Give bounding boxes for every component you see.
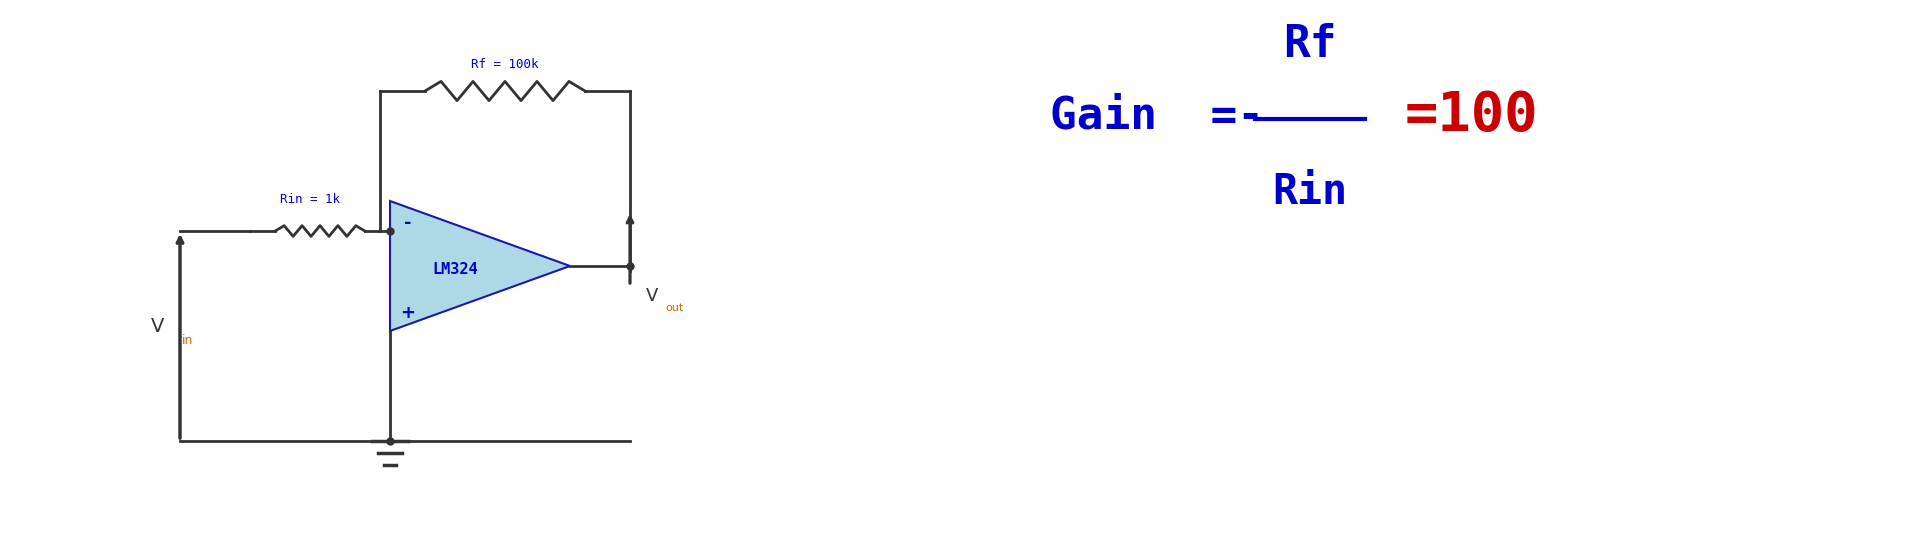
- Text: =100: =100: [1405, 89, 1538, 142]
- Text: +: +: [401, 304, 415, 322]
- Text: LM324: LM324: [432, 261, 478, 276]
- Text: Rf: Rf: [1283, 23, 1336, 66]
- Text: Rf = 100k: Rf = 100k: [470, 58, 540, 71]
- Text: $\mathregular{V}$: $\mathregular{V}$: [645, 287, 659, 305]
- Text: in: in: [182, 334, 194, 347]
- Text: Rin: Rin: [1273, 171, 1348, 213]
- Text: Rin = 1k: Rin = 1k: [280, 193, 340, 206]
- Text: out: out: [664, 303, 684, 313]
- Text: -: -: [405, 214, 411, 232]
- Text: $\mathregular{V}$: $\mathregular{V}$: [150, 316, 165, 335]
- Text: Gain  =-: Gain =-: [1050, 95, 1263, 137]
- Polygon shape: [390, 201, 570, 331]
